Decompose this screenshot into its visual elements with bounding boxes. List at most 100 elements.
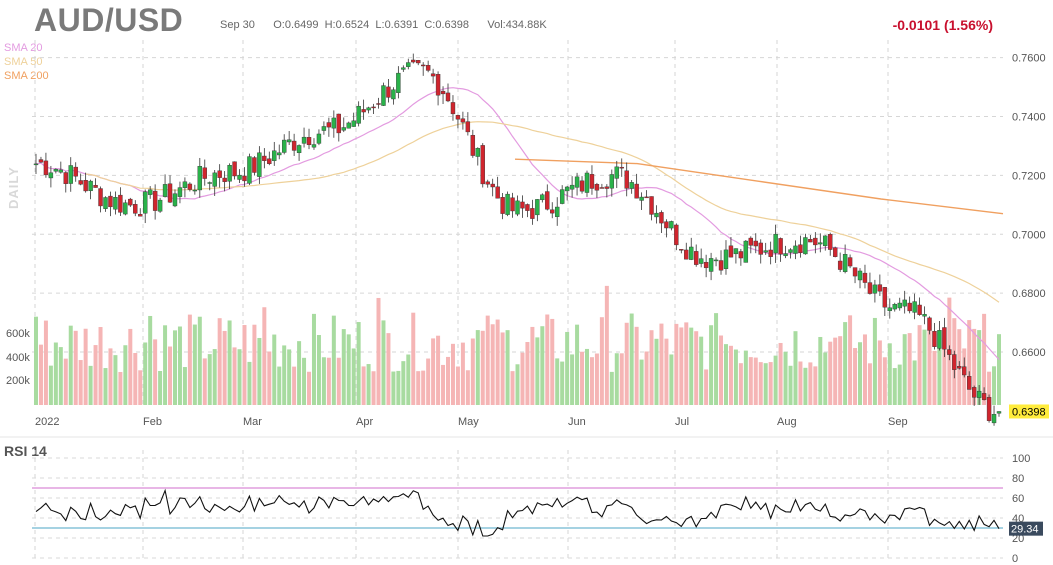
volume-bar (808, 362, 813, 405)
candle-body (976, 390, 982, 398)
candle-body (743, 240, 749, 263)
volume-bar (490, 324, 495, 405)
candle-body (703, 261, 709, 269)
month-tick-label: Sep (888, 416, 908, 428)
candle-body (813, 237, 818, 246)
volume-bar (803, 367, 808, 405)
candle-body (366, 107, 371, 111)
candle-body (803, 237, 808, 255)
candle-body (296, 145, 302, 154)
candle (68, 157, 73, 192)
volume-tick-label: 200k (6, 375, 30, 387)
volume-bar (103, 368, 108, 405)
candle (912, 293, 917, 320)
candle (341, 117, 346, 133)
volume-bar (187, 314, 192, 405)
volume-tick-label: 400k (6, 352, 30, 364)
candle (550, 202, 555, 219)
candle (813, 232, 818, 254)
rsi-tick-label: 0 (1012, 553, 1018, 565)
candle-body (823, 235, 828, 247)
candle (212, 170, 217, 196)
candle (882, 287, 888, 317)
rsi-value-label: 29.34 (1011, 524, 1039, 536)
candle (981, 387, 987, 401)
candle-body (892, 304, 897, 310)
candle-body (460, 118, 466, 123)
candle (679, 249, 684, 254)
candle (971, 385, 977, 406)
volume-bar (570, 354, 575, 405)
volume-bar (381, 320, 386, 405)
legend-sma200[interactable]: SMA 200 (4, 70, 49, 82)
candle (832, 246, 838, 258)
candle (947, 345, 952, 361)
volume-bar (480, 330, 485, 405)
volume-bar (848, 315, 853, 405)
candle (589, 165, 595, 195)
candle (192, 184, 198, 195)
volume-bar (768, 362, 773, 405)
candle (748, 236, 754, 254)
volume-bar (992, 366, 997, 405)
candle-body (450, 102, 456, 115)
candle (440, 86, 446, 104)
candle (823, 235, 828, 251)
volume-bar (818, 336, 823, 405)
candle (862, 264, 868, 289)
candle-body (659, 212, 664, 224)
volume-bar (967, 320, 972, 405)
candle-body (962, 366, 967, 376)
candle (430, 68, 436, 84)
candle-body (490, 183, 495, 188)
candle (793, 240, 798, 260)
candle-body (773, 233, 778, 254)
volume-bar (118, 371, 123, 405)
candle-body (629, 182, 634, 189)
legend-sma50[interactable]: SMA 50 (4, 56, 43, 68)
candle (579, 176, 585, 194)
month-tick-label: 2022 (35, 416, 59, 428)
volume-bar (217, 318, 222, 405)
volume-bar (599, 317, 604, 405)
candle-body (996, 411, 1002, 414)
candle-body (579, 180, 585, 192)
volume-bar (88, 365, 93, 405)
candle (152, 184, 158, 220)
candle (669, 220, 674, 231)
candle (331, 110, 337, 138)
candle-body (252, 157, 257, 173)
volume-bar (257, 337, 262, 405)
candle-body (133, 204, 138, 214)
candle (465, 112, 471, 136)
volume-bar (53, 342, 58, 405)
price-tick-label: 0.7600 (1012, 53, 1046, 65)
candle (450, 95, 456, 121)
candle-body (38, 159, 44, 163)
candle (281, 134, 287, 155)
candle (689, 237, 694, 261)
candle-body (689, 246, 694, 260)
legend-sma20[interactable]: SMA 20 (4, 42, 43, 54)
month-tick-label: May (458, 416, 479, 428)
candle-body (540, 194, 545, 201)
candle (306, 128, 312, 150)
volume-bar (396, 370, 401, 405)
candle (207, 181, 212, 191)
volume-bar (982, 313, 987, 405)
volume-bar (163, 325, 168, 405)
candle-body (535, 199, 540, 216)
candle (867, 272, 873, 295)
candle-body (435, 74, 441, 96)
volume-bar (485, 315, 490, 405)
volume-bar (887, 343, 892, 405)
volume-bar (138, 370, 143, 405)
candle (723, 240, 729, 275)
candle (609, 169, 615, 197)
candle (942, 317, 947, 358)
candle (713, 257, 719, 267)
candle (301, 127, 307, 148)
volume-bar (108, 348, 113, 405)
candle-body (197, 166, 203, 191)
